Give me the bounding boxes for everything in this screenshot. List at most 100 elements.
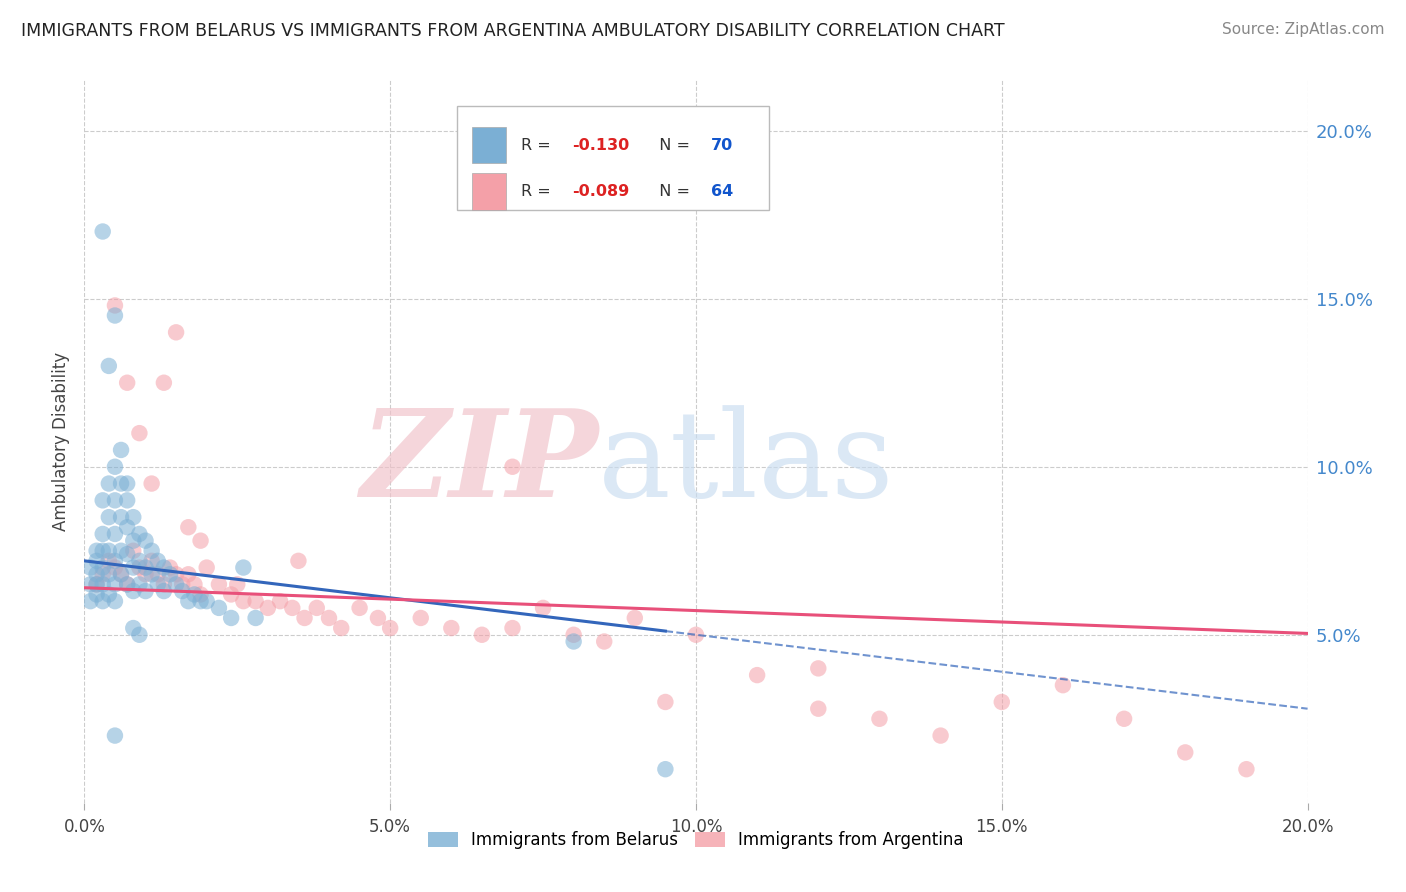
Point <box>110 543 132 558</box>
Point <box>135 533 157 548</box>
Point <box>281 600 304 615</box>
Point <box>165 567 187 582</box>
Point <box>305 600 328 615</box>
Point <box>115 476 138 491</box>
Point <box>531 600 554 615</box>
Text: N =: N = <box>650 138 696 153</box>
Legend: Immigrants from Belarus, Immigrants from Argentina: Immigrants from Belarus, Immigrants from… <box>422 824 970 856</box>
Point <box>172 584 194 599</box>
Point <box>1236 762 1258 776</box>
Point <box>685 628 707 642</box>
Point <box>91 567 114 582</box>
Text: -0.089: -0.089 <box>572 184 630 199</box>
Bar <box>472 173 506 210</box>
Text: atlas: atlas <box>598 405 894 522</box>
Point <box>440 621 463 635</box>
Point <box>190 533 212 548</box>
Point <box>104 594 127 608</box>
Point <box>110 510 132 524</box>
Point <box>287 554 309 568</box>
Point <box>91 560 114 574</box>
Point <box>177 594 200 608</box>
Point <box>318 611 340 625</box>
Point <box>593 634 616 648</box>
Text: R =: R = <box>522 184 555 199</box>
Point <box>104 554 127 568</box>
Point <box>409 611 432 625</box>
Point <box>97 510 120 524</box>
Point <box>135 560 157 574</box>
Point <box>122 584 145 599</box>
Point <box>1114 712 1136 726</box>
Point <box>190 587 212 601</box>
Point <box>104 298 127 312</box>
Point <box>1052 678 1074 692</box>
Point <box>153 584 176 599</box>
Point <box>226 577 249 591</box>
Point <box>97 567 120 582</box>
Point <box>115 577 138 591</box>
Point <box>245 611 267 625</box>
Point <box>747 668 769 682</box>
Point <box>146 567 169 582</box>
Point <box>115 493 138 508</box>
Point <box>153 577 176 591</box>
Point <box>219 611 242 625</box>
Point <box>91 577 114 591</box>
Point <box>135 567 157 582</box>
Point <box>153 560 176 574</box>
Point <box>135 584 157 599</box>
Point <box>349 600 371 615</box>
Point <box>128 577 150 591</box>
Point <box>380 621 402 635</box>
Point <box>562 628 585 642</box>
Point <box>165 326 187 340</box>
Point <box>208 577 231 591</box>
Text: -0.130: -0.130 <box>572 138 630 153</box>
Point <box>929 729 952 743</box>
Point <box>110 476 132 491</box>
Point <box>128 527 150 541</box>
Point <box>807 661 830 675</box>
Point <box>97 554 120 568</box>
Point <box>104 309 127 323</box>
Point <box>183 587 205 601</box>
Point <box>991 695 1014 709</box>
Point <box>79 560 101 574</box>
Point <box>86 543 108 558</box>
Text: N =: N = <box>650 184 696 199</box>
Point <box>232 594 254 608</box>
Point <box>190 594 212 608</box>
Point <box>104 459 127 474</box>
Point <box>122 543 145 558</box>
Point <box>97 476 120 491</box>
Point <box>294 611 316 625</box>
Y-axis label: Ambulatory Disability: Ambulatory Disability <box>52 352 70 531</box>
Point <box>502 459 524 474</box>
Point <box>159 560 181 574</box>
Point <box>502 621 524 635</box>
FancyBboxPatch shape <box>457 105 769 211</box>
Point <box>159 567 181 582</box>
Point <box>91 493 114 508</box>
Point <box>86 567 108 582</box>
Point <box>86 577 108 591</box>
Point <box>141 543 163 558</box>
Point <box>245 594 267 608</box>
Point <box>471 628 494 642</box>
Point <box>153 376 176 390</box>
Point <box>177 567 200 582</box>
Text: R =: R = <box>522 138 555 153</box>
Point <box>562 634 585 648</box>
Point <box>654 762 676 776</box>
Point <box>104 493 127 508</box>
Point <box>104 527 127 541</box>
Text: IMMIGRANTS FROM BELARUS VS IMMIGRANTS FROM ARGENTINA AMBULATORY DISABILITY CORRE: IMMIGRANTS FROM BELARUS VS IMMIGRANTS FR… <box>21 22 1005 40</box>
Point <box>330 621 353 635</box>
Point <box>1174 745 1197 759</box>
Point <box>807 702 830 716</box>
Point <box>128 560 150 574</box>
Point <box>128 628 150 642</box>
Point <box>219 587 242 601</box>
Text: 70: 70 <box>710 138 733 153</box>
